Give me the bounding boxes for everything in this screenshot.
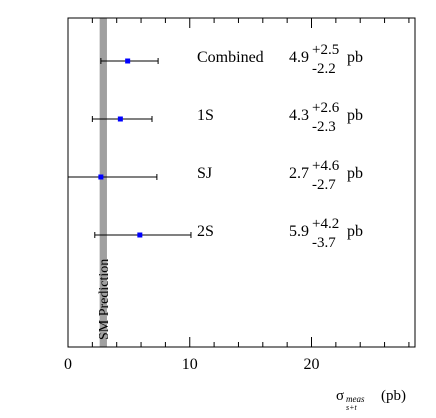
error-bars-layer [67,58,192,238]
measurement-err-down-combined: -2.2 [312,61,336,77]
point-sj [98,174,104,180]
measurement-err-down-sj: -2.7 [312,177,336,193]
measurement-value-1s: 4.3 [289,107,309,124]
measurement-unit-sj: pb [347,165,363,182]
x-axis-tick-labels: 0 10 20 [64,356,320,373]
plot-frame [67,17,416,348]
measurement-unit-2s: pb [347,223,363,240]
measurement-value-2s: 5.9 [289,223,309,240]
x-axis-label-sub-top: meas [346,394,365,404]
points-layer [98,58,143,238]
measurement-value-combined: 4.9 [289,49,309,66]
point-combined [125,58,131,64]
measurement-name-sj: SJ [197,165,212,182]
x-axis-label: σ meas s+t (pb) [336,388,406,412]
measurement-err-up-sj: +4.6 [312,158,340,174]
sm-prediction-band-layer [99,18,107,347]
point-2s [137,232,143,238]
x-tick-label-10: 10 [182,356,198,373]
measurement-err-down-2s: -3.7 [312,235,336,251]
sm-prediction-band [99,18,107,347]
measurement-value-sj: 2.7 [289,165,309,182]
x-axis-label-symbol: σ [336,388,344,404]
measurement-err-up-combined: +2.5 [312,42,339,58]
measurement-unit-combined: pb [347,49,363,66]
x-tick-label-20: 20 [304,356,320,373]
sm-prediction-label: SM Prediction [97,259,112,340]
point-1s [117,116,123,122]
measurement-name-2s: 2S [197,223,214,240]
measurement-err-up-1s: +2.6 [312,100,340,116]
x-axis-label-sub-bottom: s+t [346,403,358,412]
measurement-labels-layer: Combined 4.9 +2.5 -2.2 pb 1S 4.3 +2.6 -2.3 pb SJ 2.… [197,42,363,251]
x-axis-ticks [67,18,410,347]
measurement-name-combined: Combined [197,49,264,66]
measurement-err-down-1s: -2.3 [312,119,336,135]
measurement-name-1s: 1S [197,107,214,124]
x-tick-label-0: 0 [64,356,72,373]
measurement-err-up-2s: +4.2 [312,216,339,232]
x-axis-label-unit: (pb) [381,388,406,404]
measurement-unit-1s: pb [347,107,363,124]
